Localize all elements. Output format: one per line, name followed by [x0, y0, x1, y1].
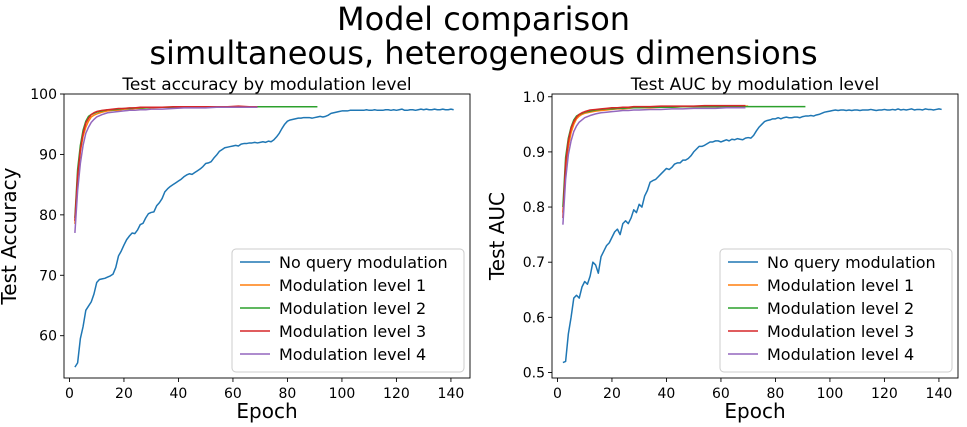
x-tick-label: 20 [603, 386, 621, 402]
y-tick-label: 90 [39, 147, 57, 163]
x-tick-label: 60 [712, 386, 730, 402]
y-tick-label: 0.9 [523, 145, 545, 161]
legend-label-5: Modulation level 4 [279, 345, 426, 364]
series-line-5 [562, 107, 746, 225]
y-axis-label: Test Accuracy [0, 167, 21, 305]
y-tick-label: 0.7 [523, 255, 545, 271]
y-axis-label: Test AUC [485, 192, 509, 281]
legend-box [231, 248, 465, 373]
y-tick-label: 0.8 [523, 200, 545, 216]
x-tick-label: 140 [926, 386, 953, 402]
series-line-3 [74, 105, 318, 218]
x-tick-label: 100 [329, 386, 356, 402]
axes-frame [551, 93, 959, 379]
legend-label-5: Modulation level 4 [767, 345, 914, 364]
series-line-5 [74, 106, 258, 234]
x-tick-label: 80 [279, 386, 297, 402]
series-line-4 [562, 104, 746, 219]
chart-title: Test accuracy by modulation level [121, 75, 411, 95]
x-tick-label: 20 [115, 386, 133, 402]
auc-chart: Test AUC by modulation level 0 20 40 60 80 100… [485, 75, 959, 423]
x-tick-label: 0 [65, 386, 74, 402]
series-line-2 [74, 105, 261, 224]
series-line-1 [74, 108, 454, 368]
y-tick-label: 60 [39, 329, 57, 345]
x-tick-label: 80 [767, 386, 785, 402]
y-tick-label: 0.6 [523, 310, 545, 326]
legend-label-2: Modulation level 1 [767, 276, 914, 295]
x-tick-label: 40 [658, 386, 676, 402]
accuracy-chart: Test accuracy by modulation level 0 20 40 60… [0, 75, 471, 423]
axes-frame [63, 93, 471, 379]
series-group [562, 104, 942, 364]
legend-box [719, 248, 953, 373]
series-line-3 [562, 105, 806, 208]
legend-label-2: Modulation level 1 [279, 276, 426, 295]
chart-title: Test AUC by modulation level [630, 75, 880, 95]
y-tick-label: 80 [39, 208, 57, 224]
x-tick-label: 120 [871, 386, 898, 402]
series-line-2 [562, 105, 749, 213]
figure-title-line2: simultaneous, heterogeneous dimensions [149, 34, 817, 72]
legend-label-4: Modulation level 3 [279, 322, 426, 341]
x-tick-label: 0 [553, 386, 562, 402]
legend-label-1: No query modulation [279, 253, 448, 272]
x-tick-label: 60 [224, 386, 242, 402]
y-tick-label: 100 [30, 87, 57, 103]
legend-label-3: Modulation level 2 [767, 299, 914, 318]
y-tick-label: 0.5 [523, 365, 545, 381]
y-tick-label: 1.0 [523, 90, 545, 106]
x-axis-label: Epoch [724, 399, 785, 423]
legend-label-1: No query modulation [767, 253, 936, 272]
y-tick-label: 70 [39, 268, 57, 284]
x-axis-label: Epoch [236, 399, 297, 423]
x-tick-label: 140 [438, 386, 465, 402]
x-tick-label: 100 [817, 386, 844, 402]
legend-label-4: Modulation level 3 [767, 322, 914, 341]
legend-label-3: Modulation level 2 [279, 299, 426, 318]
series-line-4 [74, 105, 258, 221]
x-tick-label: 120 [383, 386, 410, 402]
series-line-1 [562, 108, 942, 364]
legend: No query modulation Modulation level 1 Mod… [231, 248, 465, 373]
x-tick-label: 40 [170, 386, 188, 402]
legend: No query modulation Modulation level 1 Mod… [719, 248, 953, 373]
figure-title-line1: Model comparison [337, 0, 630, 38]
series-group [74, 105, 454, 368]
